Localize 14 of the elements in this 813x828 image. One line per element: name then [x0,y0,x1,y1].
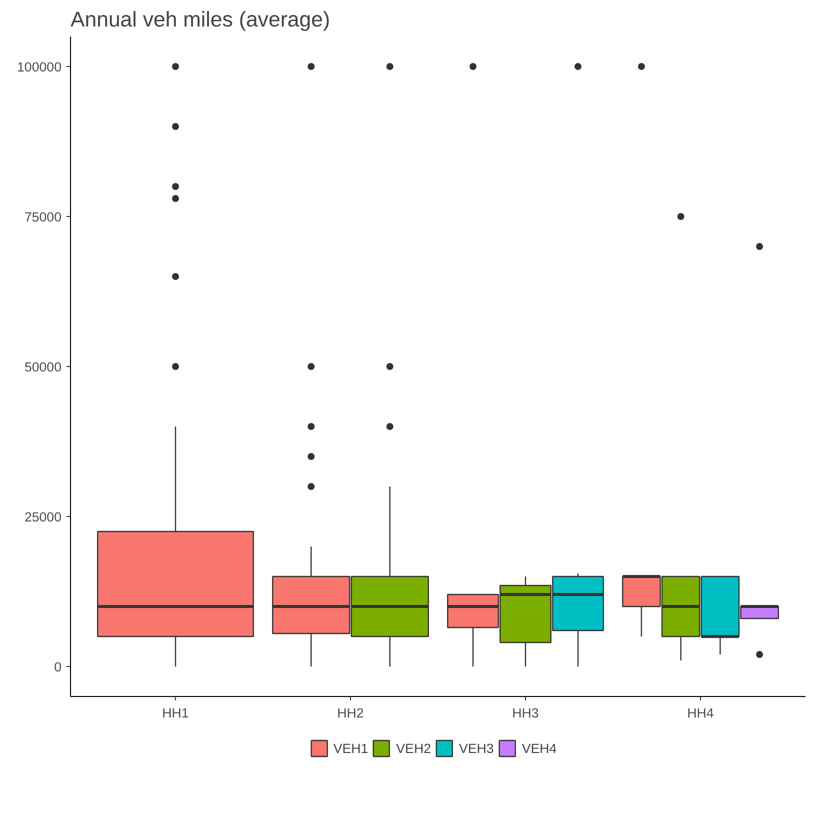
legend-label: VEH4 [522,740,557,756]
x-tick-label: HH2 [337,706,364,720]
chart-title: Annual veh miles (average) [70,8,330,32]
y-tick-label: 25000 [24,510,62,524]
y-tick-label: 0 [54,660,62,674]
y-tick-label: 100000 [17,60,62,74]
legend-label: VEH2 [396,740,431,756]
y-tick-label: 75000 [24,210,62,224]
x-tick-label: HH3 [512,706,539,720]
legend-label: VEH1 [333,740,368,756]
y-tick-label: 50000 [24,360,62,374]
x-tick-label: HH1 [162,706,189,720]
legend-label: VEH3 [459,740,494,756]
x-tick-label: HH4 [687,706,714,720]
